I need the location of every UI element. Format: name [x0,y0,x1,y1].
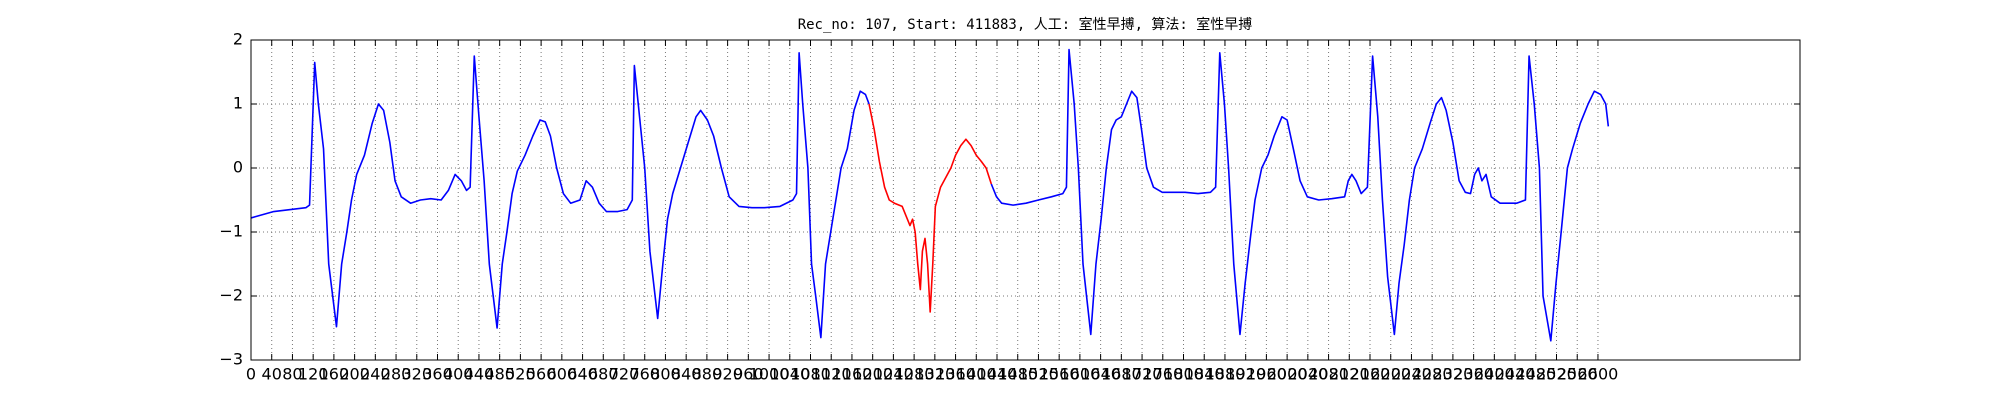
x-tick-label: 1200 [852,365,893,384]
y-tick-label: 1 [233,94,243,113]
x-tick-label: 1240 [873,365,914,384]
x-tick-label: 1440 [977,365,1018,384]
y-tick-label: −2 [219,286,243,305]
x-tick-label: 480 [484,365,515,384]
x-tick-label: 2600 [1578,365,1619,384]
x-tick-label: 2000 [1267,365,1308,384]
x-tick-label: 1760 [1142,365,1183,384]
x-tick-label: 280 [381,365,412,384]
chart-title: Rec_no: 107, Start: 411883, 人工: 室性早搏, 算法… [798,16,1253,33]
x-tick-label: 1320 [914,365,955,384]
signal-line [868,103,993,313]
x-tick-label: 2200 [1370,365,1411,384]
x-tick-label: 2360 [1453,365,1494,384]
y-tick-label: −3 [219,350,243,369]
x-tick-label: 0 [246,365,256,384]
x-tick-label: 520 [505,365,536,384]
x-tick-label: 2520 [1536,365,1577,384]
x-tick-label: 1720 [1122,365,1163,384]
y-tick-label: 0 [233,158,243,177]
x-tick-label: 2560 [1557,365,1598,384]
x-tick-label: 2240 [1391,365,1432,384]
x-tick-label: 1680 [1101,365,1142,384]
x-tick-label: 640 [567,365,598,384]
signal-line [250,52,870,339]
x-tick-label: 200 [339,365,370,384]
x-tick-label: 1000 [749,365,790,384]
x-tick-label: 120 [298,365,329,384]
x-tick-label: 800 [650,365,681,384]
y-tick-label: −1 [219,222,243,241]
x-tick-label: 2040 [1287,365,1328,384]
plot-frame [250,39,1801,361]
x-tick-label: 360 [422,365,453,384]
x-tick-label: 1040 [769,365,810,384]
x-tick-label: 1960 [1246,365,1287,384]
x-tick-label: 1560 [1039,365,1080,384]
x-tick-label: 80 [282,365,302,384]
x-tick-label: 680 [588,365,619,384]
x-tick-label: 2080 [1308,365,1349,384]
x-tick-label: 1880 [1205,365,1246,384]
x-tick-label: 1520 [1018,365,1059,384]
x-tick-label: 1360 [935,365,976,384]
x-tick-label: 1080 [790,365,831,384]
x-tick-label: 2480 [1515,365,1556,384]
x-tick-label: 1600 [1060,365,1101,384]
x-tick-label: 1160 [832,365,873,384]
x-tick-label: 1840 [1184,365,1225,384]
x-tick-label: 2280 [1412,365,1453,384]
x-tick-label: 1800 [1163,365,1204,384]
x-tick-label: 2320 [1433,365,1474,384]
x-tick-label: 400 [443,365,474,384]
y-tick-label: 2 [233,30,243,49]
x-tick-label: 960 [733,365,764,384]
x-tick-label: 160 [319,365,350,384]
x-tick-label: 1120 [811,365,852,384]
x-tick-label: 1400 [956,365,997,384]
x-tick-label: 600 [547,365,578,384]
signal-line [990,48,1610,342]
x-tick-label: 1640 [1080,365,1121,384]
x-tick-label: 240 [360,365,391,384]
x-tick-label: 40 [262,365,282,384]
x-tick-label: 2160 [1350,365,1391,384]
x-tick-label: 880 [692,365,723,384]
x-tick-label: 1280 [894,365,935,384]
x-tick-label: 720 [609,365,640,384]
x-tick-label: 840 [671,365,702,384]
x-tick-label: 1920 [1225,365,1266,384]
x-tick-label: 2400 [1474,365,1515,384]
x-tick-label: 320 [402,365,433,384]
x-tick-label: 1480 [997,365,1038,384]
x-tick-label: 440 [464,365,495,384]
x-tick-label: 2120 [1329,365,1370,384]
x-tick-label: 760 [629,365,660,384]
x-tick-label: 920 [712,365,743,384]
x-tick-label: 2440 [1495,365,1536,384]
x-tick-label: 560 [526,365,557,384]
